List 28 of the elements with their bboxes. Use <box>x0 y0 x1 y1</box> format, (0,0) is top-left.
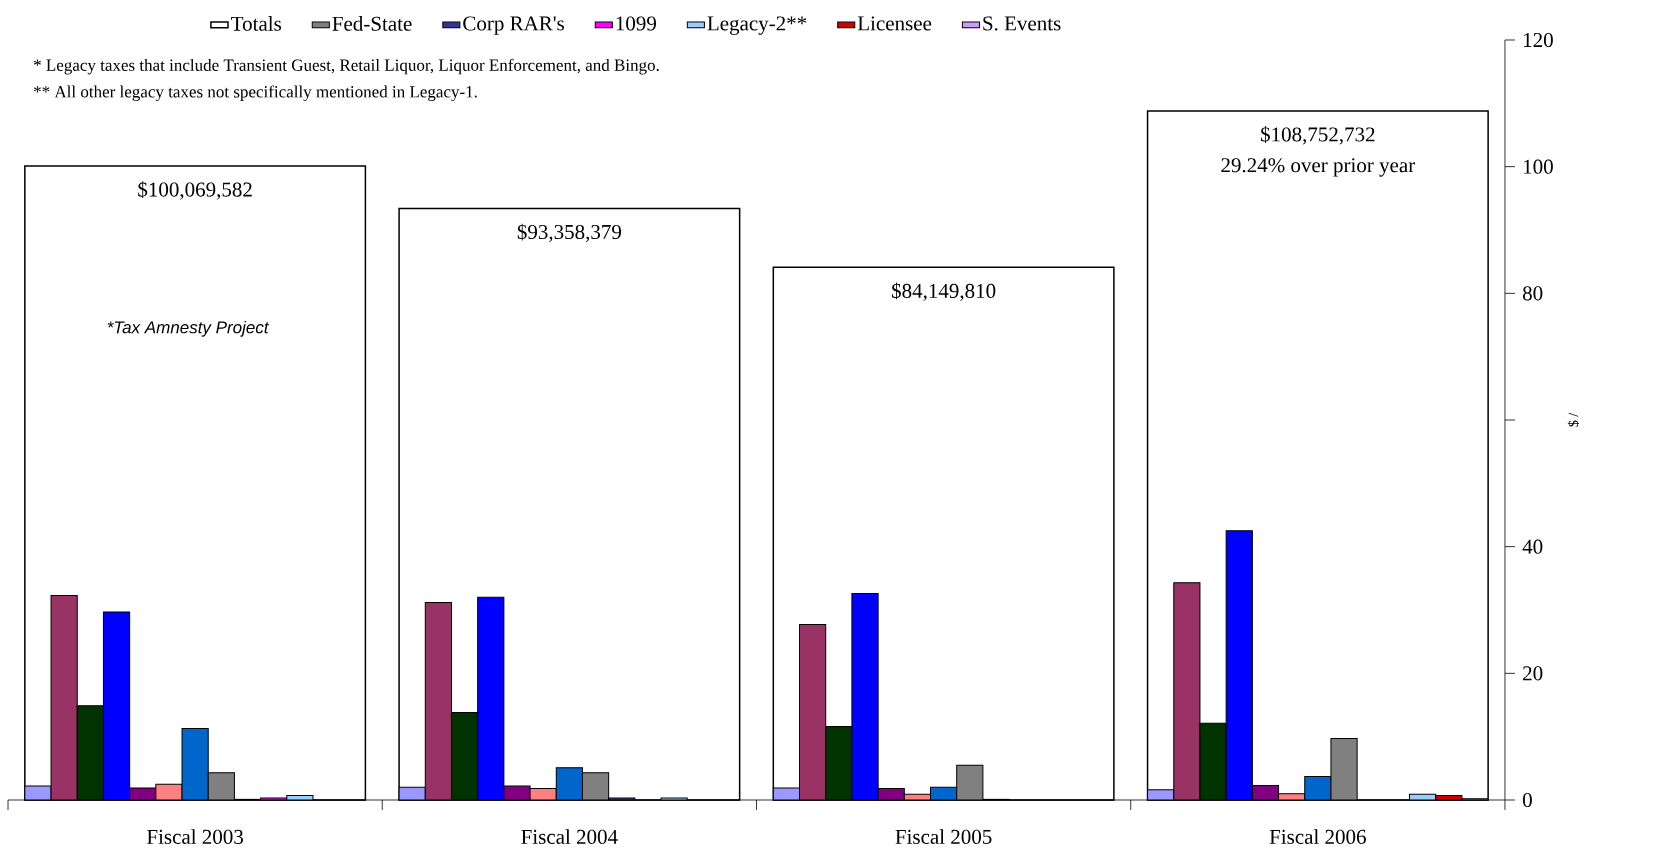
legend-label: S. Events <box>983 16 1061 31</box>
legend-label: Fed-State <box>332 16 412 31</box>
y-tick-label: 40 <box>1522 539 1543 554</box>
annotation: ** All other legacy taxes not specifically mentioned in Legacy-1. <box>33 85 477 102</box>
annotation: *Tax Amnesty Project <box>107 320 270 337</box>
annotation: $108,752,732 <box>1261 126 1375 145</box>
y-tick-label: 0 <box>1522 792 1532 808</box>
annotation: * Legacy taxes that include Transient Guest, Retail Liquor, Liquor Enforcement, and Bingo. <box>33 58 659 75</box>
y-axis-title: $ / <box>1567 412 1580 427</box>
legend-label: Legacy-2** <box>707 16 807 35</box>
annotation: 29.24% over prior year <box>1221 158 1416 177</box>
x-tick-label: Fiscal 2004 <box>521 829 618 844</box>
annotation: $93,358,379 <box>517 223 622 243</box>
legend-label: Licensee <box>857 16 932 31</box>
annotation: $100,069,582 <box>138 181 252 200</box>
legend-label: 1099 <box>616 16 656 31</box>
y-tick-label: 80 <box>1522 286 1543 301</box>
y-tick-label: 100 <box>1524 159 1553 174</box>
bar <box>1146 110 1489 801</box>
x-tick-label: Fiscal 2006 <box>1269 829 1366 844</box>
bar <box>398 207 741 801</box>
annotation: $84,149,810 <box>892 282 996 301</box>
x-tick-label: Fiscal 2005 <box>895 829 992 844</box>
y-tick-label: 120 <box>1524 32 1553 48</box>
y-tick-label: 20 <box>1523 666 1543 681</box>
x-tick-label: Fiscal 2003 <box>147 829 243 844</box>
legend-label: Totals <box>231 16 282 31</box>
legend-label: Corp RAR's <box>463 16 564 35</box>
